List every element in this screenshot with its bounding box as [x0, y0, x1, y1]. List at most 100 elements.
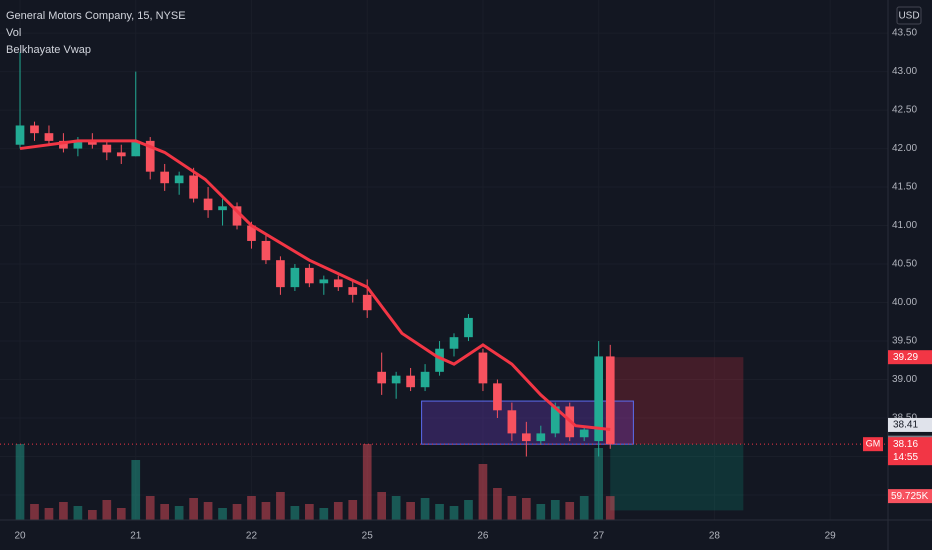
candle-body [536, 433, 546, 442]
symbol: GM [866, 439, 881, 449]
candle-body [73, 140, 83, 149]
volume-bar [522, 498, 531, 520]
symbol-box [863, 437, 883, 452]
volume-bar [362, 444, 372, 520]
volume-bar [131, 460, 141, 520]
candle-body [88, 140, 97, 145]
y-tick-label: 41.50 [892, 182, 917, 193]
price-label-box [888, 350, 932, 365]
volume-bar [88, 510, 97, 520]
y-tick-label: 43.50 [892, 28, 917, 39]
candle-body [507, 410, 517, 434]
candle-body [391, 375, 401, 384]
candle-body [203, 198, 213, 211]
legend-vol: Vol [6, 27, 21, 39]
volume-bar [550, 500, 560, 520]
price-label: 39.29 [893, 352, 918, 363]
volume-bar [189, 498, 198, 520]
candle-body [333, 279, 343, 288]
price-label: 38.41 [893, 420, 918, 431]
stop-zone [610, 444, 744, 511]
volume-bar [30, 504, 39, 520]
volume-label: 59.725K [891, 491, 929, 502]
volume-bar [493, 488, 502, 520]
y-tick-label: 43.00 [892, 66, 917, 77]
volume-bar [594, 448, 604, 520]
volume-bar [232, 504, 242, 520]
volume-bar [276, 492, 285, 520]
candle-body [605, 356, 615, 445]
candle-body [449, 337, 459, 349]
price-label-box [888, 417, 932, 432]
volume-bar [160, 504, 170, 520]
volume-bar [290, 506, 300, 520]
last-price: 38.16 [893, 439, 918, 450]
x-tick-label: 20 [14, 531, 26, 542]
candle-body [131, 140, 141, 157]
candle-body [174, 175, 184, 184]
volume-bar [420, 498, 430, 520]
candle-body [145, 140, 155, 172]
volume-bar [247, 496, 256, 520]
candle-body [594, 356, 604, 442]
candle-body [464, 317, 473, 338]
candle-body [15, 125, 25, 145]
currency[interactable]: USD [898, 11, 919, 22]
volume-bar [333, 502, 343, 520]
volume-bar [102, 500, 112, 520]
chart-title: General Motors Company, 15, NYSE [6, 10, 186, 22]
x-tick-label: 26 [477, 531, 489, 542]
vwap-line [19, 139, 611, 432]
volume-bar [391, 496, 401, 520]
volume-bar [261, 502, 271, 520]
volume-bar [348, 500, 358, 520]
volume-bar [435, 504, 444, 520]
candle-body [478, 352, 488, 384]
candle-body [290, 267, 300, 288]
candle-body [579, 429, 589, 438]
candle-body [319, 279, 329, 284]
currency-box[interactable] [896, 6, 922, 25]
y-tick-label: 41.00 [892, 220, 917, 231]
candle-body [218, 206, 227, 211]
candle-body [362, 294, 372, 311]
volume-bar [73, 506, 83, 520]
candle-body [276, 260, 285, 288]
candle-body [59, 140, 68, 149]
volume-bar [116, 508, 126, 520]
x-tick-label: 27 [593, 531, 605, 542]
volume-label-box [888, 489, 932, 504]
volume-bar [464, 500, 473, 520]
volume-bar [449, 506, 459, 520]
countdown: 14:55 [893, 452, 918, 463]
candle-body [493, 383, 502, 411]
candle-body [102, 144, 112, 153]
x-tick-label: 22 [246, 531, 258, 542]
candle-body [189, 175, 198, 199]
volume-bar [579, 496, 589, 520]
volume-bar [203, 502, 213, 520]
volume-bar [565, 502, 575, 520]
y-tick-label: 40.00 [892, 297, 917, 308]
volume-bar [218, 508, 227, 520]
volume-bar [406, 502, 415, 520]
volume-bar [319, 508, 329, 520]
volume-bar [174, 506, 184, 520]
x-tick-label: 28 [709, 531, 721, 542]
volume-bar [145, 496, 155, 520]
legend-vwap: Belkhayate Vwap [6, 44, 91, 56]
last-price-box [888, 437, 932, 466]
volume-bar [377, 492, 387, 520]
candle-body [377, 371, 387, 384]
candle-body [232, 206, 242, 226]
y-tick-label: 39.50 [892, 336, 917, 347]
candle-body [435, 348, 444, 372]
x-tick-label: 29 [825, 531, 837, 542]
candle-body [30, 125, 39, 134]
x-tick-label: 25 [362, 531, 374, 542]
x-tick-label: 21 [130, 531, 142, 542]
volume-bar [478, 464, 488, 520]
candle-body [406, 375, 415, 388]
